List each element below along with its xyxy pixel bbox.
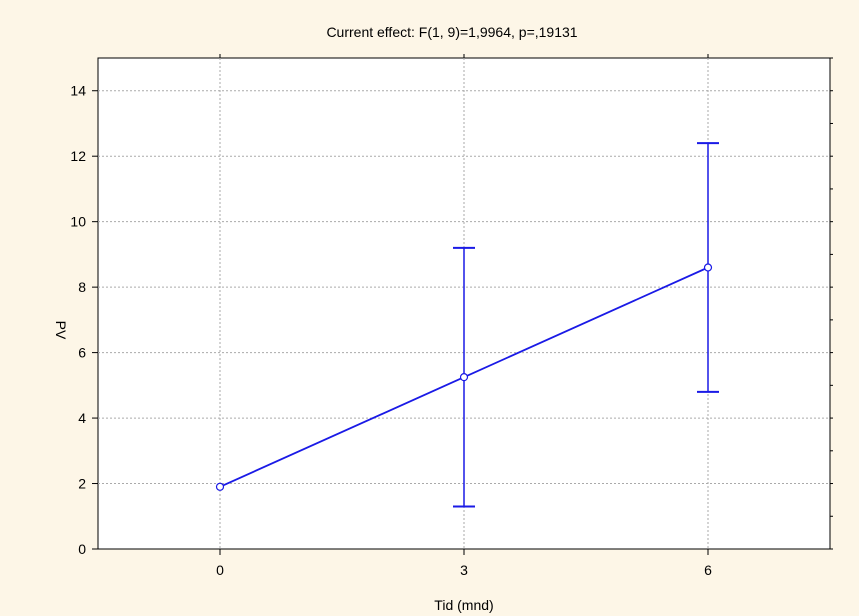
y-tick-label: 12 bbox=[70, 148, 86, 164]
y-axis-label: PV bbox=[53, 321, 69, 340]
data-series bbox=[215, 142, 719, 508]
y-tick-label: 10 bbox=[70, 214, 86, 230]
x-tick-label: 0 bbox=[216, 562, 224, 578]
y-tick-label: 14 bbox=[70, 83, 86, 99]
y-tick-label: 6 bbox=[78, 345, 86, 361]
axis-ticks: 0 2 4 6 8 10 12 14 0 3 6 bbox=[70, 54, 833, 578]
data-point bbox=[703, 263, 713, 272]
x-tick-label: 6 bbox=[704, 562, 712, 578]
y-tick-label: 0 bbox=[78, 541, 86, 557]
chart-title: Current effect: F(1, 9)=1,9964, p=,19131 bbox=[326, 24, 577, 40]
data-point bbox=[215, 482, 225, 491]
y-tick-label: 2 bbox=[78, 476, 86, 492]
y-tick-label: 8 bbox=[78, 279, 86, 295]
x-axis-label: Tid (mnd) bbox=[434, 597, 493, 613]
y-tick-label: 4 bbox=[78, 410, 86, 426]
data-point bbox=[459, 373, 469, 382]
x-tick-label: 3 bbox=[460, 562, 468, 578]
